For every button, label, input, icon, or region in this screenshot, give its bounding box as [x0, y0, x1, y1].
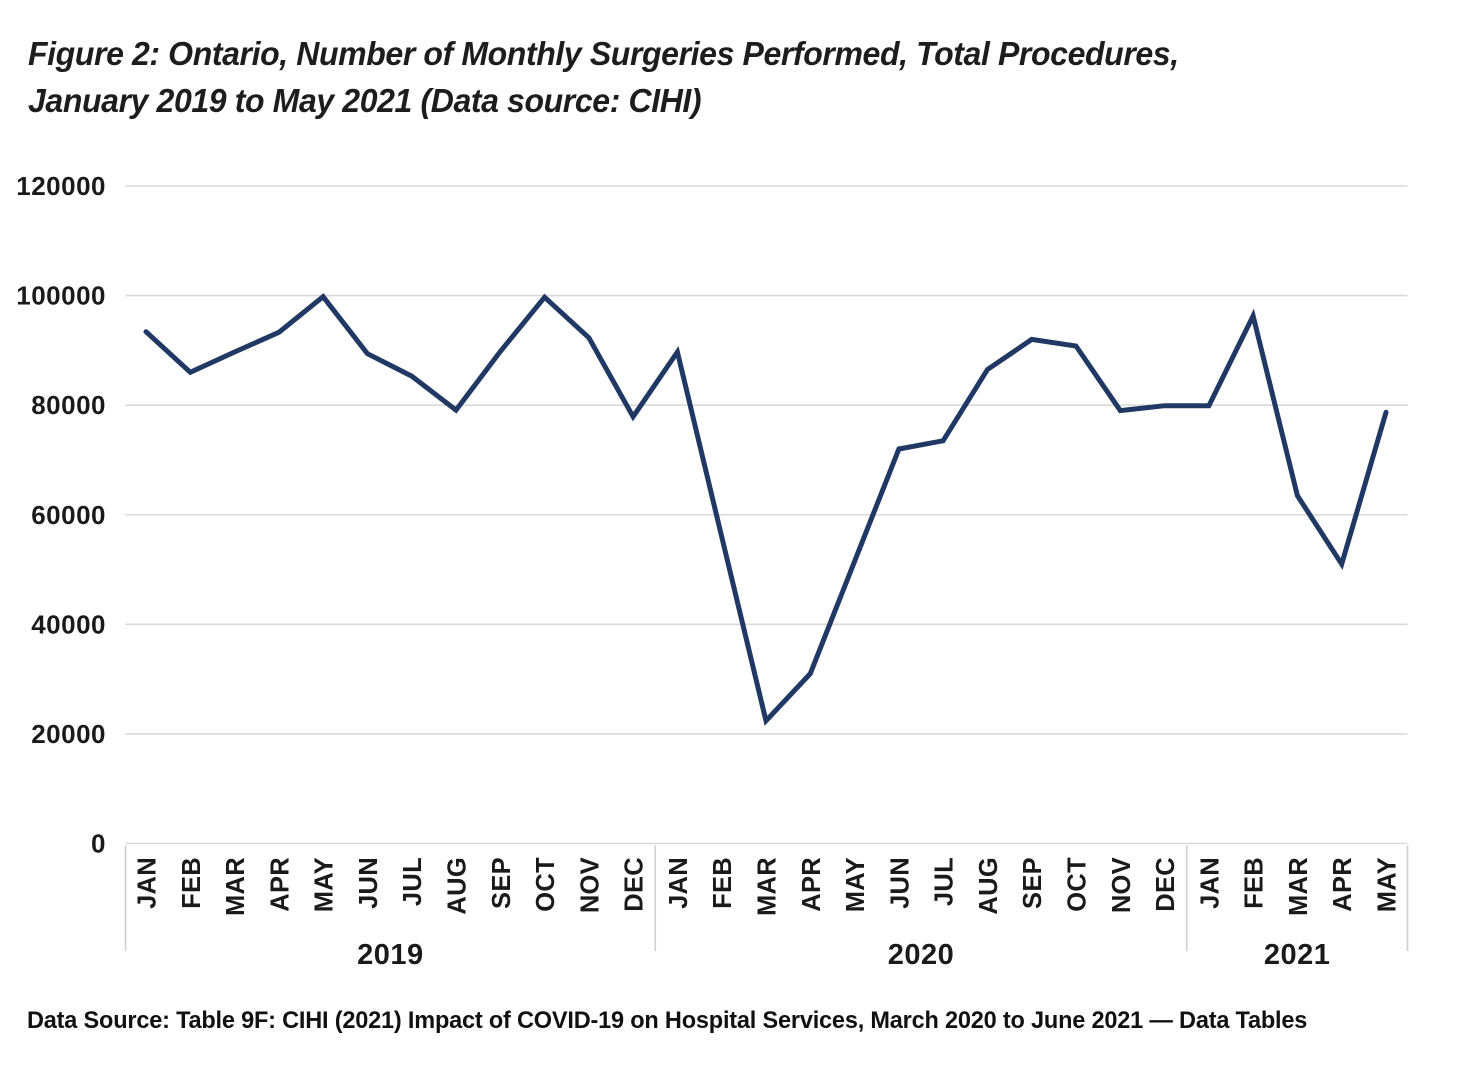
month-label: AUG: [444, 857, 472, 915]
month-label: DEC: [1152, 857, 1180, 912]
month-label: JAN: [665, 857, 693, 909]
month-label: AUG: [975, 857, 1003, 915]
y-tick-label: 60000: [31, 500, 106, 530]
y-tick-label: 0: [91, 829, 106, 859]
month-label: APR: [798, 857, 826, 912]
y-tick-label: 120000: [16, 171, 106, 201]
month-label: FEB: [178, 857, 206, 909]
month-label: DEC: [621, 857, 649, 912]
y-tick-label: 40000: [31, 609, 106, 639]
month-label: MAY: [842, 857, 870, 912]
month-label: SEP: [1019, 857, 1047, 909]
data-source-note: Data Source: Table 9F: CIHI (2021) Impac…: [27, 1007, 1308, 1034]
month-label: JUL: [931, 857, 959, 906]
y-tick-label: 80000: [31, 390, 106, 420]
month-label: NOV: [1108, 857, 1136, 913]
month-label: MAY: [1374, 857, 1402, 912]
month-label: MAR: [222, 857, 250, 916]
month-label: SEP: [488, 857, 516, 909]
month-label: MAR: [754, 857, 782, 916]
month-label: FEB: [709, 857, 737, 909]
chart-title: Figure 2: Ontario, Number of Monthly Sur…: [28, 30, 1367, 124]
month-label: OCT: [532, 857, 560, 912]
chart-title-line2: January 2019 to May 2021 (Data source: C…: [28, 82, 702, 119]
month-label: APR: [266, 857, 294, 912]
month-label: MAY: [311, 857, 339, 912]
month-label: JAN: [134, 857, 162, 909]
year-label: 2020: [888, 939, 955, 971]
chart-title-line1: Figure 2: Ontario, Number of Monthly Sur…: [28, 35, 1179, 72]
month-label: JUN: [355, 857, 383, 909]
month-label: APR: [1329, 857, 1357, 912]
year-label: 2021: [1264, 939, 1331, 971]
month-label: JUN: [886, 857, 914, 909]
y-tick-label: 100000: [16, 281, 106, 311]
month-label: NOV: [576, 857, 604, 913]
year-label: 2019: [357, 939, 424, 971]
month-label: OCT: [1064, 857, 1092, 912]
series-line-total-procedures: [143, 293, 1389, 726]
month-label: JUL: [399, 857, 427, 906]
y-tick-label: 20000: [31, 719, 106, 749]
month-label: JAN: [1196, 857, 1224, 909]
month-label: MAR: [1285, 857, 1313, 916]
month-label: FEB: [1241, 857, 1269, 909]
